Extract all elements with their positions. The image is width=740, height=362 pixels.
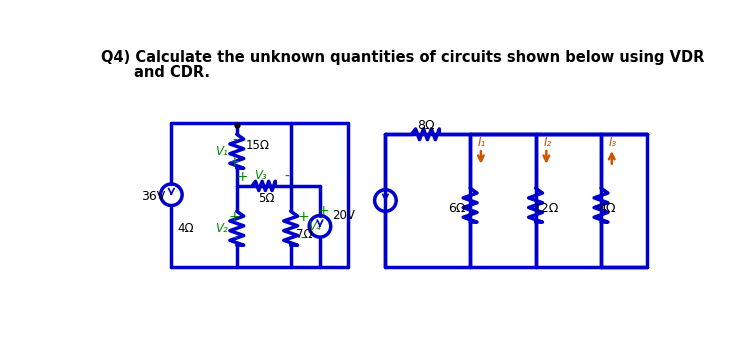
Text: +: +: [229, 155, 240, 169]
Text: and CDR.: and CDR.: [135, 65, 210, 80]
Text: 20V: 20V: [332, 209, 355, 222]
Text: 15Ω: 15Ω: [245, 139, 269, 152]
Text: V₁: V₁: [215, 145, 228, 158]
Text: +: +: [297, 210, 309, 224]
Text: 36V: 36V: [141, 190, 165, 203]
Text: -: -: [284, 170, 289, 184]
Text: I₂: I₂: [543, 135, 551, 148]
Text: V₄: V₄: [308, 220, 320, 233]
Text: I₁: I₁: [478, 135, 486, 148]
Text: 8Ω: 8Ω: [417, 119, 434, 131]
Text: 6Ω: 6Ω: [448, 202, 466, 215]
Text: -: -: [232, 134, 237, 147]
Text: +: +: [229, 210, 240, 224]
Text: 4Ω: 4Ω: [598, 202, 616, 215]
Text: I₃: I₃: [609, 135, 617, 148]
Text: +: +: [236, 170, 248, 184]
Text: 5Ω: 5Ω: [258, 192, 275, 205]
Text: V₂: V₂: [215, 222, 228, 235]
Text: V₃: V₃: [254, 169, 266, 182]
Text: 4Ω: 4Ω: [178, 222, 194, 235]
Text: +: +: [317, 204, 329, 218]
Text: 7Ω: 7Ω: [296, 228, 313, 241]
Text: Q4) Calculate the unknown quantities of circuits shown below using VDR: Q4) Calculate the unknown quantities of …: [101, 50, 704, 64]
Text: -: -: [300, 232, 306, 246]
Text: -: -: [232, 232, 237, 246]
Text: 12Ω: 12Ω: [534, 202, 559, 215]
